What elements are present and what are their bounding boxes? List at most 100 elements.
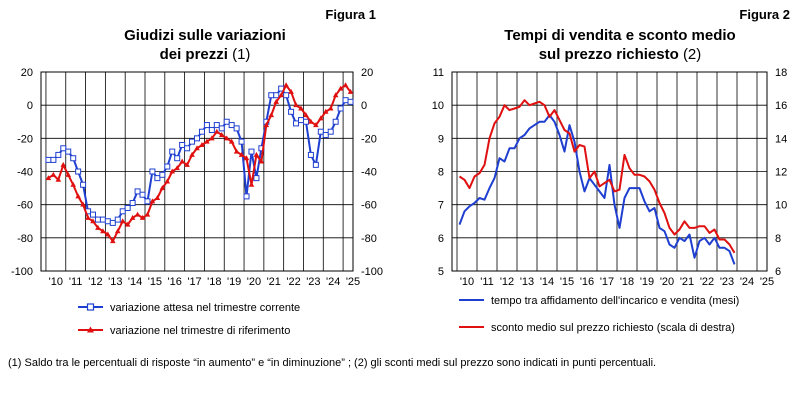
series-line-1 <box>48 87 351 224</box>
data-point-triangle <box>322 108 329 114</box>
data-point-triangle <box>159 185 166 191</box>
data-point-square <box>332 118 339 125</box>
data-point-triangle <box>204 138 210 144</box>
data-point-square <box>104 218 111 225</box>
data-point-square <box>174 155 181 162</box>
data-point-square <box>134 188 141 195</box>
data-point-square <box>169 148 176 155</box>
data-point-triangle <box>134 211 141 217</box>
data-point-square <box>307 151 314 158</box>
data-point-square <box>283 92 290 99</box>
y-tick-label-left: -20 <box>17 133 33 145</box>
y-tick-label-right: 10 <box>775 200 787 212</box>
data-point-square <box>327 128 334 135</box>
x-tick-label: '20 <box>247 276 261 288</box>
data-point-triangle <box>342 82 349 88</box>
data-point-triangle <box>318 115 324 121</box>
data-point-triangle <box>283 82 289 88</box>
y-tick-label-left: -100 <box>11 266 33 278</box>
legend-label-selling-time: tempo tra affidamento dell'incarico e ve… <box>491 295 739 307</box>
data-point-square <box>149 168 156 175</box>
y-tick-label-left: -80 <box>17 233 33 245</box>
data-point-square <box>337 105 344 112</box>
data-point-triangle <box>273 98 280 104</box>
x-tick-label: '16 <box>580 276 594 288</box>
data-point-triangle <box>238 151 245 157</box>
x-tick-label: '18 <box>207 276 221 288</box>
data-point-square <box>159 171 166 178</box>
series-line-2 <box>47 84 352 243</box>
x-tick-label: '10 <box>49 276 63 288</box>
x-tick-label: '17 <box>187 276 201 288</box>
y-tick-label-right: 12 <box>775 167 787 179</box>
x-tick-label: '21 <box>267 276 281 288</box>
data-point-triangle <box>75 193 81 199</box>
legend-item-selling-time: tempo tra affidamento dell'incarico e ve… <box>459 295 739 307</box>
data-point-triangle <box>303 112 309 118</box>
data-point-square <box>223 118 230 125</box>
legend-label-reference-change: variazione nel trimestre di riferimento <box>110 325 290 337</box>
y-tick-label-right: 20 <box>361 67 373 79</box>
x-tick-label: '13 <box>108 276 122 288</box>
y-tick-label-right: 14 <box>775 133 787 145</box>
data-point-triangle <box>65 171 72 177</box>
figure-1-legend: variazione attesa nel trimestre corrente… <box>78 302 300 337</box>
data-point-triangle <box>45 175 52 181</box>
legend-item-average-discount: sconto medio sul prezzo richiesto (scala… <box>459 322 735 334</box>
plot-frame <box>40 71 354 272</box>
data-point-square <box>317 128 324 135</box>
data-point-triangle <box>50 171 57 177</box>
legend-square-marker <box>86 303 95 311</box>
data-point-triangle <box>194 145 200 151</box>
figure-2-legend: tempo tra affidamento dell'incarico e ve… <box>459 295 739 334</box>
x-tick-label: '23 <box>720 276 734 288</box>
data-point-square <box>70 155 77 162</box>
data-point-triangle <box>209 135 215 141</box>
x-tick-label: '16 <box>168 276 182 288</box>
figure-2-label: Figura 2 <box>739 7 790 22</box>
legend-item-reference-change: variazione nel trimestre di riferimento <box>78 325 290 337</box>
data-point-triangle <box>189 151 195 157</box>
data-point-square <box>154 175 161 182</box>
x-tick-label: '24 <box>326 276 340 288</box>
y-tick-label-left: 0 <box>27 100 33 112</box>
data-point-triangle <box>139 214 146 220</box>
data-point-square <box>45 156 52 163</box>
data-point-square <box>189 138 196 145</box>
footnote: (1) Saldo tra le percentuali di risposte… <box>8 357 656 369</box>
data-point-triangle <box>298 105 304 111</box>
data-point-square <box>194 135 200 142</box>
x-tick-label: '10 <box>460 276 474 288</box>
figure-1-title-line2: dei prezzi (1) <box>160 46 251 63</box>
data-point-square <box>347 98 354 105</box>
data-point-square <box>139 191 146 198</box>
data-point-square <box>50 156 57 163</box>
data-point-triangle <box>124 221 131 227</box>
x-tick-label: '22 <box>700 276 714 288</box>
x-tick-label: '11 <box>69 276 83 288</box>
data-point-triangle <box>332 92 339 98</box>
x-tick-label: '23 <box>306 276 320 288</box>
y-tick-label-left: 9 <box>438 133 444 145</box>
data-point-triangle <box>154 195 161 201</box>
y-tick-label-left: -60 <box>17 200 33 212</box>
data-point-square <box>213 122 220 129</box>
y-tick-label-right: 16 <box>775 100 787 112</box>
data-point-square <box>90 211 96 218</box>
data-point-square <box>293 120 300 127</box>
data-point-triangle <box>243 155 250 161</box>
data-point-square <box>80 181 87 188</box>
data-point-square <box>253 175 260 182</box>
data-point-triangle <box>327 105 334 111</box>
data-point-triangle <box>80 201 86 207</box>
data-point-triangle <box>129 214 136 220</box>
y-tick-label-right: -40 <box>361 167 377 179</box>
y-tick-label-right: 0 <box>361 100 367 112</box>
data-point-triangle <box>110 238 116 244</box>
data-point-triangle <box>233 148 240 154</box>
y-tick-label-right: -100 <box>361 266 383 278</box>
series-line-2 <box>458 99 736 254</box>
x-tick-label: '11 <box>480 276 494 288</box>
data-point-square <box>208 127 215 134</box>
